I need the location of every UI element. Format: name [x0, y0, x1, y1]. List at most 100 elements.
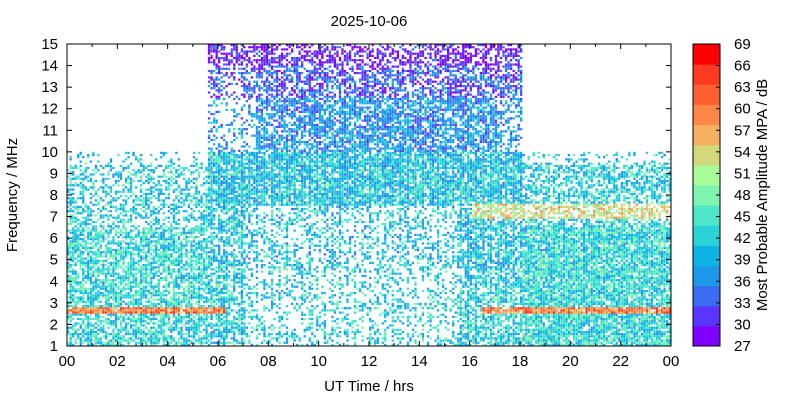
heatmap-cell [89, 328, 92, 331]
heatmap-cell [238, 218, 241, 221]
heatmap-cell [270, 302, 274, 305]
heatmap-cell [137, 326, 140, 329]
heatmap-cell [253, 50, 256, 53]
heatmap-cell [260, 322, 264, 325]
heatmap-cell [210, 272, 213, 275]
heatmap-cell [192, 285, 196, 288]
heatmap-cell [140, 292, 143, 295]
heatmap-cell [180, 281, 183, 284]
heatmap-cell [195, 279, 198, 282]
heatmap-cell [134, 322, 138, 325]
heatmap-cell [218, 201, 221, 204]
heatmap-cell [117, 253, 120, 256]
heatmap-cell [240, 72, 243, 75]
heatmap-cell [185, 242, 188, 245]
heatmap-cell [102, 214, 105, 217]
heatmap-cell [238, 324, 241, 327]
heatmap-cell [233, 266, 236, 269]
heatmap-cell [160, 238, 163, 241]
heatmap-cell [205, 253, 208, 256]
heatmap-cell [233, 158, 236, 161]
heatmap-cell [238, 333, 241, 336]
heatmap-cell [207, 173, 211, 176]
heatmap-cell [94, 276, 97, 280]
heatmap-cell [233, 72, 236, 75]
heatmap-cell [157, 255, 160, 258]
heatmap-cell [84, 324, 87, 327]
heatmap-cell [180, 244, 183, 247]
heatmap-cell [263, 251, 266, 254]
heatmap-cell [84, 242, 87, 245]
heatmap-cell [122, 296, 125, 299]
heatmap-cell [202, 257, 206, 260]
heatmap-cell [89, 207, 92, 211]
heatmap-cell [72, 205, 75, 208]
heatmap-cell [260, 115, 264, 118]
heatmap-cell [213, 259, 216, 262]
heatmap-cell [82, 173, 85, 176]
heatmap-cell [99, 285, 102, 288]
heatmap-cell [185, 337, 188, 340]
heatmap-cell [122, 199, 125, 202]
heatmap-cell [228, 95, 231, 98]
heatmap-cell [218, 261, 221, 264]
heatmap-cell [218, 95, 221, 98]
heatmap-cell [270, 216, 274, 219]
heatmap-cell [225, 300, 228, 303]
heatmap-cell [200, 283, 203, 286]
heatmap-cell [165, 164, 168, 167]
heatmap-cell [235, 54, 238, 57]
heatmap-cell [134, 268, 138, 271]
heatmap-cell [107, 231, 110, 234]
heatmap-cell [228, 201, 231, 204]
heatmap-cell [155, 309, 158, 312]
heatmap-cell [248, 261, 251, 264]
heatmap-cell [94, 305, 97, 308]
heatmap-cell [67, 266, 70, 269]
heatmap-cell [202, 240, 206, 243]
heatmap-cell [74, 261, 77, 264]
heatmap-cell [185, 302, 188, 305]
heatmap-cell [97, 341, 100, 344]
heatmap-cell [137, 197, 140, 200]
heatmap-cell [220, 154, 223, 157]
heatmap-cell [190, 276, 193, 280]
heatmap-cell [167, 285, 170, 288]
heatmap-cell [167, 268, 170, 271]
heatmap-cell [205, 201, 208, 204]
heatmap-cell [162, 151, 165, 154]
heatmap-cell [250, 154, 253, 157]
heatmap-cell [185, 192, 188, 195]
heatmap-cell [170, 203, 173, 206]
heatmap-cell [245, 190, 248, 193]
heatmap-cell [218, 220, 221, 224]
heatmap-cell [172, 205, 175, 208]
heatmap-cell [263, 106, 266, 109]
heatmap-cell [97, 313, 100, 316]
heatmap-cell [220, 76, 223, 79]
heatmap-cell [74, 175, 77, 178]
heatmap-cell [253, 240, 256, 243]
heatmap-cell [140, 339, 143, 342]
heatmap-cell [220, 298, 223, 301]
heatmap-cell [265, 160, 269, 163]
heatmap-cell [175, 188, 178, 191]
heatmap-cell [155, 184, 158, 187]
heatmap-cell [127, 190, 130, 193]
heatmap-cell [137, 283, 140, 286]
heatmap-cell [102, 307, 105, 310]
heatmap-cell [132, 315, 135, 318]
heatmap-cell [185, 322, 188, 325]
heatmap-cell [210, 199, 213, 202]
heatmap-cell [172, 242, 175, 245]
heatmap-cell [142, 203, 145, 206]
heatmap-cell [127, 339, 130, 342]
heatmap-cell [225, 322, 228, 325]
heatmap-cell [162, 212, 165, 215]
heatmap-cell [228, 302, 231, 305]
heatmap-cell [87, 188, 90, 191]
heatmap-cell [230, 141, 233, 144]
heatmap-cell [202, 220, 206, 224]
heatmap-cell [170, 177, 173, 180]
heatmap-cell [240, 309, 243, 312]
